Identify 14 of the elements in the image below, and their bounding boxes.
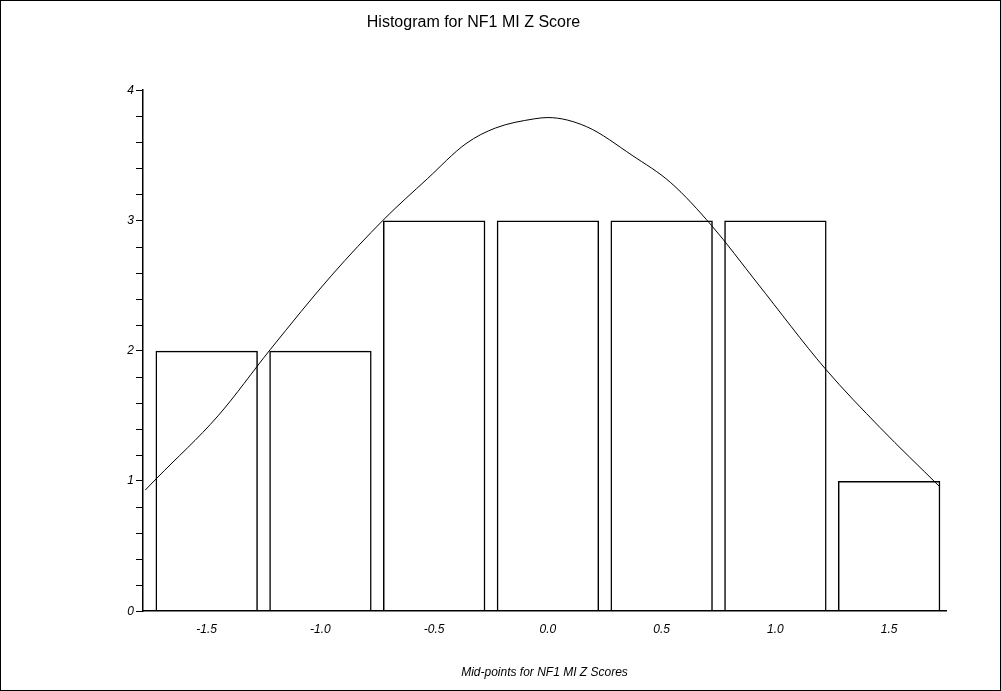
x-tick-label: 1.0	[767, 621, 785, 636]
x-tick-label: -0.5	[423, 621, 445, 636]
x-axis-title: Mid-points for NF1 MI Z Scores	[461, 665, 628, 680]
x-tick-label: 0.0	[539, 621, 557, 636]
y-tick-label: 0	[127, 603, 135, 618]
y-tick-label: 4	[127, 82, 135, 97]
x-tick-label: -1.0	[310, 621, 332, 636]
x-tick-label: 1.5	[880, 621, 898, 636]
chart-title: Histogram for NF1 MI Z Score	[366, 13, 581, 31]
x-tick-label: -1.5	[196, 621, 218, 636]
x-tick-label: 0.5	[653, 621, 671, 636]
y-tick-label: 3	[127, 212, 135, 227]
y-tick-label: 2	[126, 343, 135, 358]
y-tick-label: 1	[127, 473, 134, 488]
